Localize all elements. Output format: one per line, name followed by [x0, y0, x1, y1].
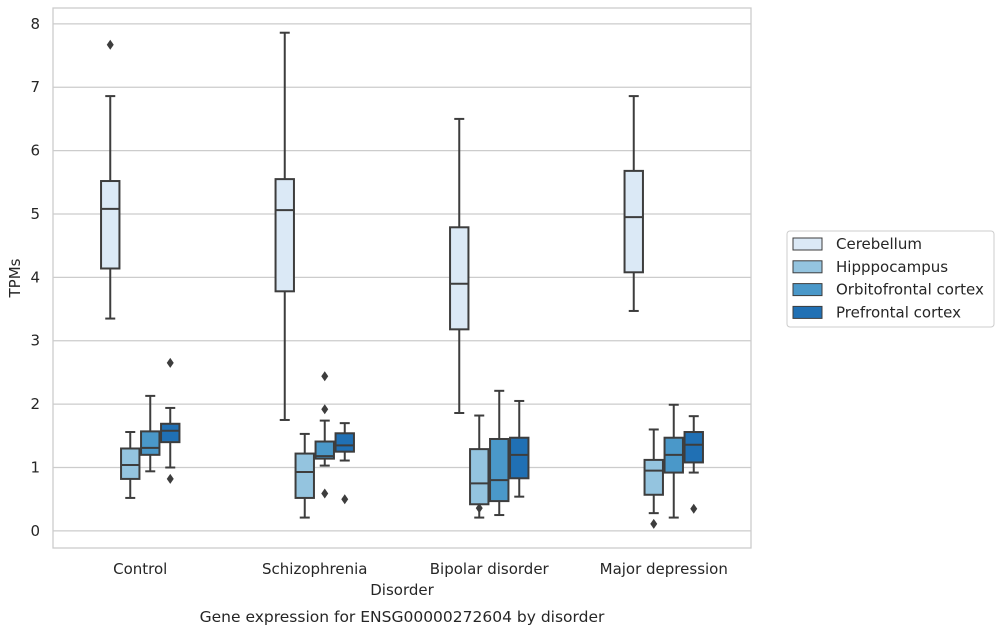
legend-label: Cerebellum [836, 235, 922, 253]
y-tick-label: 4 [30, 268, 40, 286]
box-prefrontal-cortex [160, 357, 181, 484]
box-orbitofrontal-cortex [489, 389, 510, 517]
x-axis-label: Disorder [370, 581, 434, 599]
box-iqr [449, 226, 470, 331]
box-iqr [623, 169, 644, 274]
legend-label: Orbitofrontal cortex [836, 281, 984, 299]
legend-label: Prefrontal cortex [836, 303, 961, 321]
box-prefrontal-cortex [334, 422, 355, 505]
box-cerebellum [274, 31, 295, 421]
y-tick-label: 3 [30, 332, 40, 350]
box-iqr [100, 180, 121, 270]
y-tick-label: 2 [30, 395, 40, 413]
box-hipppocampus [643, 428, 664, 529]
legend-swatch [792, 260, 823, 274]
box-iqr [140, 430, 161, 456]
x-tick-label: Major depression [600, 560, 728, 578]
box-plot-marks [100, 31, 704, 529]
outlier-point [166, 473, 174, 484]
y-tick-label: 5 [30, 205, 40, 223]
box-iqr [120, 447, 141, 480]
outlier-point [321, 371, 329, 382]
box-iqr [509, 436, 530, 480]
legend-swatch [792, 283, 823, 297]
box-iqr [643, 458, 664, 496]
x-tick-label: Bipolar disorder [430, 560, 550, 578]
box-orbitofrontal-cortex [663, 403, 684, 519]
legend: Cerebellum Hipppocampus Orbitofrontal cort… [786, 230, 995, 328]
legend-swatch [792, 305, 823, 319]
y-axis-ticks: 0 1 2 3 4 5 6 7 8 [30, 15, 40, 540]
outlier-point [321, 488, 329, 499]
y-tick-label: 8 [30, 15, 40, 33]
x-tick-label: Schizophrenia [262, 560, 367, 578]
box-hipppocampus [120, 431, 141, 499]
chart-caption: Gene expression for ENSG00000272604 by d… [200, 608, 605, 626]
plot-frame [52, 7, 752, 549]
outlier-point [475, 503, 483, 514]
box-orbitofrontal-cortex [140, 394, 161, 473]
outlier-point [690, 503, 698, 514]
legend-label: Hipppocampus [836, 258, 948, 276]
box-iqr [274, 178, 295, 293]
box-prefrontal-cortex [509, 399, 530, 498]
outlier-point [341, 494, 349, 505]
box-cerebellum [449, 117, 470, 414]
legend-frame [786, 230, 995, 328]
x-tick-label: Control [113, 560, 167, 578]
y-tick-label: 7 [30, 78, 40, 96]
outlier-point [166, 357, 174, 368]
y-tick-label: 0 [30, 522, 40, 540]
box-iqr [160, 422, 181, 444]
x-axis-ticks: Control Schizophrenia Bipolar disorder Majo… [113, 560, 728, 578]
box-cerebellum [623, 95, 644, 312]
box-iqr [294, 452, 315, 499]
box-iqr [314, 440, 335, 460]
box-iqr [683, 431, 704, 464]
box-iqr [489, 437, 510, 503]
legend-swatch [792, 237, 823, 251]
box-iqr [469, 448, 490, 506]
box-hipppocampus [294, 432, 315, 519]
box-prefrontal-cortex [683, 415, 704, 514]
y-tick-label: 6 [30, 142, 40, 160]
box-cerebellum [100, 39, 121, 320]
box-orbitofrontal-cortex [314, 371, 335, 499]
y-axis-label: TPMs [6, 258, 24, 298]
box-hipppocampus [469, 414, 490, 519]
y-tick-label: 1 [30, 459, 40, 477]
outlier-point [650, 518, 658, 529]
box-iqr [334, 432, 355, 453]
outlier-point [321, 404, 329, 415]
outlier-point [106, 39, 114, 50]
